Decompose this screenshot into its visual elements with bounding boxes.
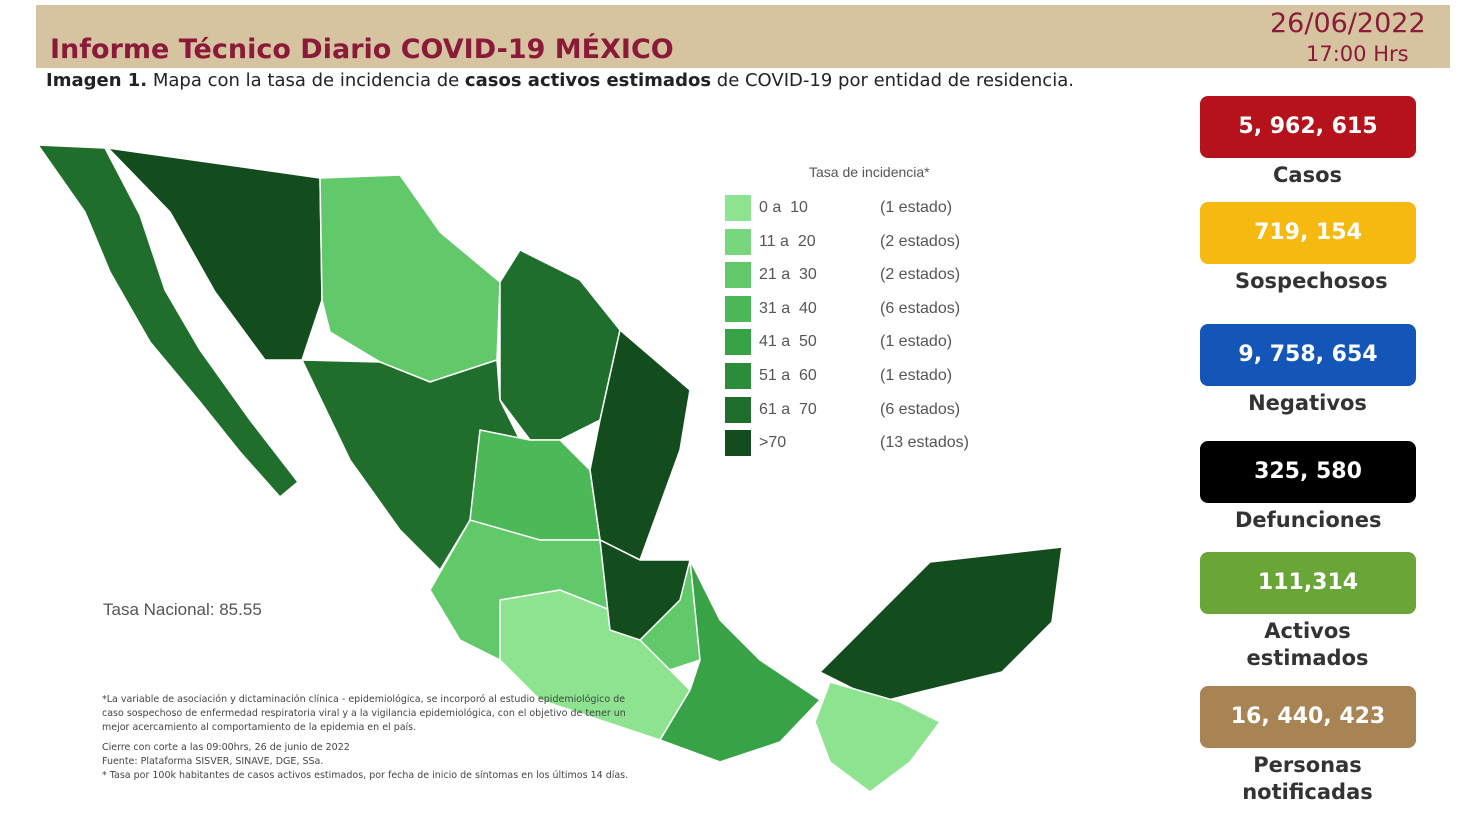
legend-count: (13 estados) <box>880 434 969 452</box>
region <box>319 174 501 383</box>
legend-range: 41 a 50 <box>759 333 817 351</box>
legend-swatch <box>725 262 751 289</box>
caption: Imagen 1. Mapa con la tasa de incidencia… <box>46 70 1074 91</box>
legend-range: 61 a 70 <box>759 400 817 418</box>
stat-value: 325, 580 <box>1200 441 1416 503</box>
legend-count: (6 estados) <box>880 299 961 317</box>
legend-range: 11 a 20 <box>759 232 816 250</box>
stat-label: Negativos <box>1248 391 1367 415</box>
footnote: * Tasa por 100k habitantes de casos acti… <box>102 770 629 781</box>
legend-item: 0 a 10 (1 estado) <box>725 195 985 223</box>
stat-label: Activos estimados <box>1246 619 1369 670</box>
footnote: Fuente: Plataforma SISVER, SINAVE, DGE, … <box>102 756 324 767</box>
legend-count: (1 estado) <box>880 333 953 351</box>
legend-item: >70 (13 estados) <box>725 430 985 458</box>
footnotes: *La variable de asociación y dictaminaci… <box>102 693 632 783</box>
legend-swatch <box>725 228 751 255</box>
stat-value: 719, 154 <box>1200 202 1416 264</box>
legend-swatch <box>725 396 751 423</box>
caption-part: Mapa con la tasa de incidencia de <box>147 70 465 91</box>
legend-range: 21 a 30 <box>759 266 817 284</box>
region <box>469 429 601 541</box>
header-title: Informe Técnico Diario COVID-19 MÉXICO <box>50 34 674 65</box>
legend-item: 51 a 60 (1 estado) <box>725 363 985 391</box>
legend-range: 51 a 60 <box>759 367 817 384</box>
region <box>814 681 941 793</box>
region <box>819 546 1063 703</box>
region <box>37 144 299 498</box>
stat-value: 111,314 <box>1200 552 1416 614</box>
legend-swatch <box>725 295 751 322</box>
legend-range: 31 a 40 <box>759 299 817 317</box>
caption-part: casos activos estimados <box>464 70 712 91</box>
legend-count: (2 estados) <box>880 232 961 250</box>
legend-swatch <box>725 363 751 389</box>
stat-label: Sospechosos <box>1235 269 1388 293</box>
header-time: 17:00 Hrs <box>1306 42 1409 66</box>
caption-part: Imagen 1. <box>46 70 148 91</box>
legend-item: 31 a 40 (6 estados) <box>725 295 985 324</box>
stat-value: 16, 440, 423 <box>1200 686 1416 748</box>
legend-range: >70 <box>759 434 787 452</box>
header-bar <box>36 5 1450 68</box>
stat-value: 5, 962, 615 <box>1200 96 1416 158</box>
stat-label: Casos <box>1272 163 1342 187</box>
region <box>599 539 691 641</box>
legend-swatch <box>725 430 751 457</box>
header-date: 26/06/2022 <box>1270 8 1426 39</box>
map <box>37 144 1063 793</box>
legend-count: (2 estados) <box>880 266 961 284</box>
legend-count: (1 estado) <box>880 367 953 384</box>
legend-count: (6 estados) <box>880 400 961 418</box>
caption-part: de COVID-19 por entidad de residencia. <box>711 70 1074 91</box>
legend-item: 41 a 50 (1 estado) <box>725 329 985 357</box>
stat-label: Personas notificadas <box>1242 753 1373 804</box>
footnote: *La variable de asociación y dictaminaci… <box>102 694 626 733</box>
legend-item: 21 a 30 (2 estados) <box>725 262 985 290</box>
legend-range: 0 a 10 <box>759 199 808 216</box>
legend-count: (1 estado) <box>880 199 953 216</box>
legend-item: 61 a 70 (6 estados) <box>725 396 985 425</box>
legend-item: 11 a 20 (2 estados) <box>725 228 985 257</box>
stat-value: 9, 758, 654 <box>1200 324 1416 386</box>
region <box>659 559 821 763</box>
footnote: Cierre con corte a las 09:00hrs, 26 de j… <box>102 742 350 753</box>
legend-swatch <box>725 195 751 221</box>
national-rate: Tasa Nacional: 85.55 <box>103 600 262 619</box>
stat-label: Defunciones <box>1235 508 1382 532</box>
legend-title: Tasa de incidencia* <box>809 164 930 180</box>
legend-swatch <box>725 329 751 356</box>
